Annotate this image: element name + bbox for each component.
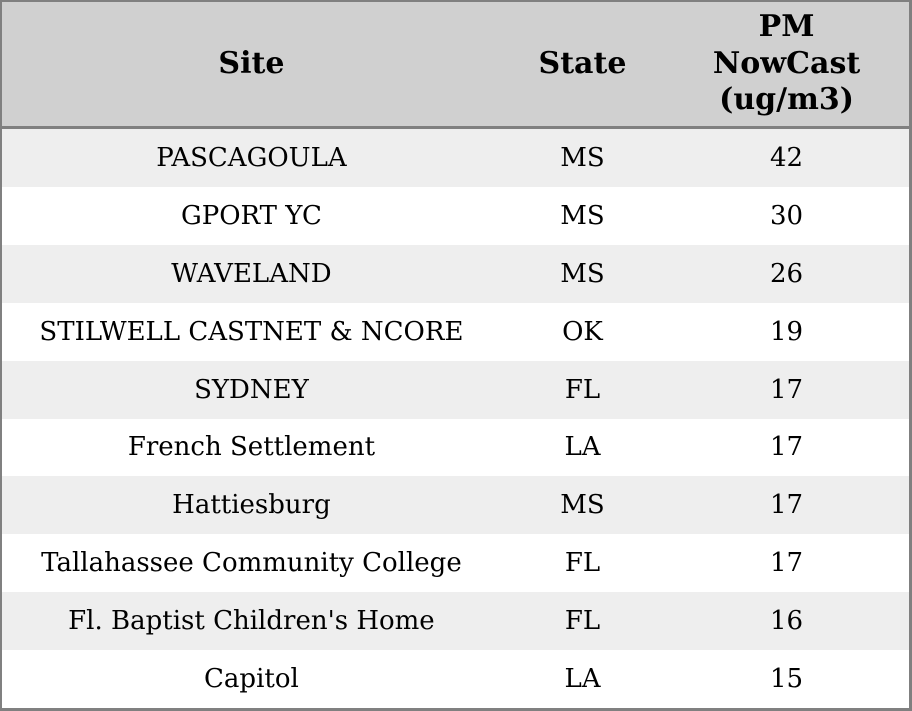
- state-cell: FL: [564, 606, 601, 637]
- site-cell: French Settlement: [127, 432, 376, 463]
- site-cell: Hattiesburg: [172, 490, 331, 521]
- pm-nowcast-cell: 17: [770, 374, 804, 405]
- pm-nowcast-cell: 30: [770, 200, 804, 231]
- pm-nowcast-cell: 15: [770, 664, 804, 695]
- state-cell: MS: [560, 258, 605, 289]
- table-row: WAVELAND MS 26: [2, 244, 909, 303]
- site-cell: Capitol: [204, 664, 299, 695]
- state-cell: MS: [560, 142, 605, 173]
- table-row: Tallahassee Community College FL 17: [2, 534, 909, 593]
- pm-nowcast-cell: 17: [770, 548, 804, 579]
- column-header-state: State: [500, 2, 665, 129]
- table-header: Site State PM NowCast (ug/m3): [2, 2, 909, 129]
- column-header-pm-nowcast: PM NowCast (ug/m3): [664, 2, 909, 129]
- state-cell: MS: [560, 490, 605, 521]
- state-cell: FL: [564, 548, 601, 579]
- site-cell: GPORT YC: [180, 200, 322, 231]
- pm-nowcast-cell: 42: [770, 142, 804, 173]
- column-header-state-label: State: [538, 45, 627, 81]
- table-row: SYDNEY FL 17: [2, 360, 909, 419]
- table-row: Fl. Baptist Children's Home FL 16: [2, 592, 909, 651]
- pm-nowcast-cell: 26: [770, 258, 804, 289]
- pm-nowcast-cell: 19: [770, 316, 804, 347]
- site-cell: WAVELAND: [171, 258, 332, 289]
- state-cell: LA: [564, 432, 601, 463]
- table-row: GPORT YC MS 30: [2, 186, 909, 245]
- table-row: PASCAGOULA MS 42: [2, 127, 909, 187]
- state-cell: LA: [564, 664, 601, 695]
- table-body: PASCAGOULA MS 42 GPORT YC MS 30 WAVELAND…: [2, 127, 909, 708]
- column-header-site-label: Site: [218, 45, 285, 81]
- pm-nowcast-cell: 17: [770, 490, 804, 521]
- site-cell: Fl. Baptist Children's Home: [68, 606, 435, 637]
- state-cell: MS: [560, 200, 605, 231]
- column-header-pm-nowcast-label: PM NowCast (ug/m3): [712, 9, 861, 118]
- table-row: STILWELL CASTNET & NCORE OK 19: [2, 302, 909, 361]
- pm-nowcast-cell: 16: [770, 606, 804, 637]
- table-row: Hattiesburg MS 17: [2, 476, 909, 535]
- table-row: Capitol LA 15: [2, 650, 909, 708]
- site-cell: PASCAGOULA: [156, 142, 347, 173]
- state-cell: OK: [562, 316, 603, 347]
- pm-nowcast-cell: 17: [770, 432, 804, 463]
- state-cell: FL: [564, 374, 601, 405]
- site-cell: SYDNEY: [194, 374, 309, 405]
- site-cell: STILWELL CASTNET & NCORE: [39, 316, 464, 347]
- site-cell: Tallahassee Community College: [41, 548, 462, 579]
- table-row: French Settlement LA 17: [2, 418, 909, 477]
- table-header-row: Site State PM NowCast (ug/m3): [2, 2, 909, 129]
- column-header-site: Site: [2, 2, 501, 129]
